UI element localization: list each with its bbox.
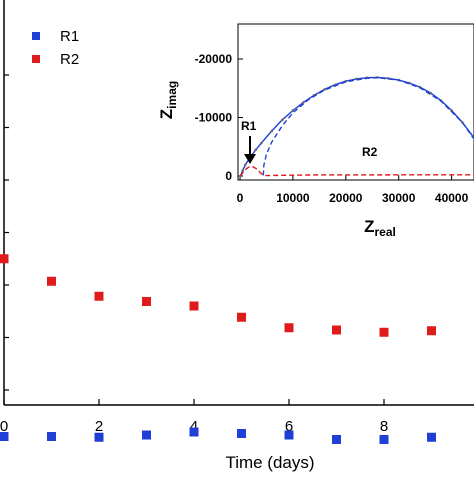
point-r1 [332, 435, 341, 444]
point-r2 [47, 277, 56, 286]
legend-label-r1: R1 [60, 28, 79, 45]
point-r1 [285, 431, 294, 440]
inset-x-title-sub: real [375, 225, 396, 239]
point-r1 [427, 433, 436, 442]
inset-annotation-r1: R1 [241, 119, 257, 133]
inset-y-title-sub: imag [165, 81, 179, 109]
inset-x-axis-title: Zreal [364, 217, 396, 239]
point-r2 [380, 328, 389, 337]
inset-y-title-main: Z [157, 109, 176, 119]
inset-x-tick-label: 40000 [435, 191, 469, 205]
point-r1 [237, 429, 246, 438]
inset-plot: 0 -10000 -20000 0 10000 20000 30000 40000 R1 R2… [157, 24, 474, 239]
inset-frame [238, 24, 474, 180]
inset-data-dot [302, 101, 305, 104]
inset-data-dot [241, 169, 244, 172]
inset-y-tick-label: -10000 [195, 111, 233, 125]
point-r2 [285, 323, 294, 332]
inset-x-tick-label: 20000 [329, 191, 363, 205]
legend-swatch-r2 [32, 55, 40, 63]
legend-label-r2: R2 [60, 51, 79, 68]
legend-swatch-r1 [32, 32, 40, 40]
point-r1 [380, 435, 389, 444]
point-r2 [95, 292, 104, 301]
main-x-axis-title: Time (days) [225, 453, 314, 472]
inset-data-dot [270, 130, 273, 133]
point-r2 [190, 302, 199, 311]
inset-y-axis-title: Zimag [157, 81, 179, 119]
inset-data-dot [255, 148, 258, 151]
point-r2 [332, 326, 341, 335]
inset-x-tick-label: 30000 [382, 191, 416, 205]
legend: R1 R2 [32, 28, 79, 68]
point-r2 [0, 254, 9, 263]
point-r2 [237, 313, 246, 322]
inset-x-tick-label: 0 [237, 191, 244, 205]
point-r1 [47, 432, 56, 441]
inset-x-tick-label: 10000 [276, 191, 310, 205]
inset-y-tick-label: 0 [225, 169, 232, 183]
inset-data-dot [281, 119, 284, 122]
point-r2 [142, 297, 151, 306]
point-r2 [427, 326, 436, 335]
main-data-marks [0, 254, 436, 444]
inset-data-dot [244, 164, 247, 167]
inset-x-title-main: Z [364, 217, 374, 236]
inset-data-dot [260, 142, 263, 145]
inset-y-ticks: 0 -10000 -20000 [195, 52, 243, 183]
main-x-tick-label: 2 [95, 418, 103, 435]
point-r1 [0, 432, 9, 441]
main-x-tick-label: 8 [380, 418, 388, 435]
inset-annotation-r2: R2 [362, 145, 378, 159]
point-r1 [95, 433, 104, 442]
point-r1 [190, 428, 199, 437]
inset-data-dot [323, 88, 326, 91]
point-r1 [142, 431, 151, 440]
inset-y-tick-label: -20000 [195, 52, 233, 66]
